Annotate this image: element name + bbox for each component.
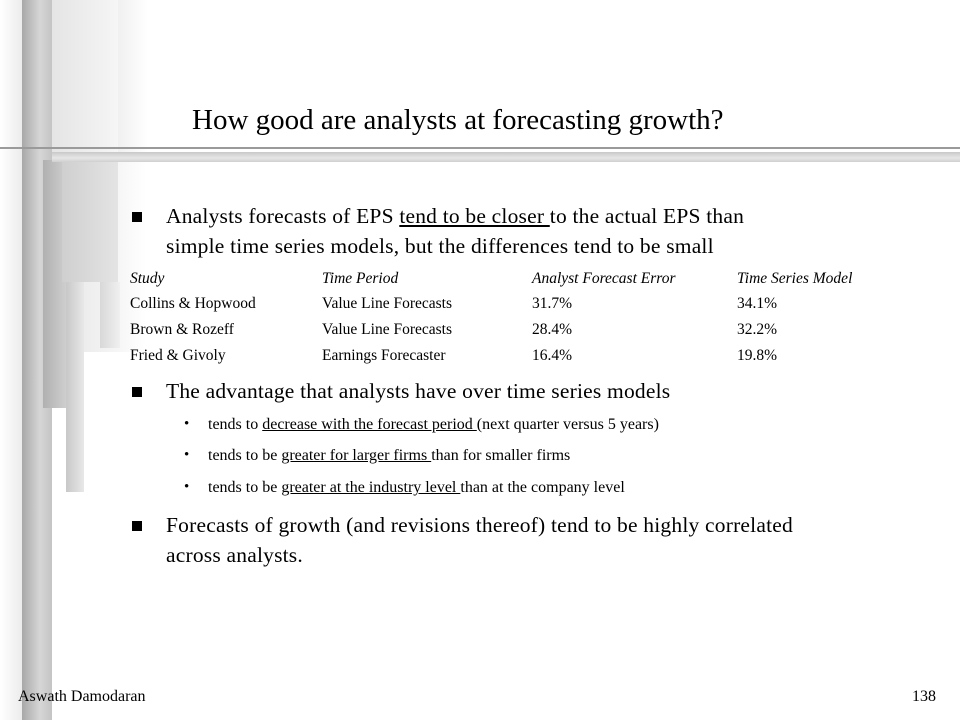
sub-bullet-2: tends to be greater for larger firms tha…	[208, 447, 570, 465]
bullet-square-icon	[132, 387, 142, 397]
text-segment: Analysts forecasts of EPS	[166, 204, 400, 228]
underlined-text: decrease with the forecast period	[262, 416, 477, 433]
table-cell: 31.7%	[532, 295, 573, 312]
table-cell: Value Line Forecasts	[322, 295, 452, 312]
table-cell: Value Line Forecasts	[322, 321, 452, 338]
bullet-square-icon	[132, 212, 142, 222]
title-divider-bar	[52, 152, 960, 162]
table-header-time-series: Time Series Model	[737, 270, 853, 287]
title-divider	[0, 147, 960, 149]
text-segment: than for smaller firms	[431, 447, 571, 464]
text-segment: (next quarter versus 5 years)	[476, 416, 659, 433]
text-segment: tends to be	[208, 479, 282, 496]
slide-title: How good are analysts at forecasting gro…	[192, 104, 724, 136]
underlined-text: tend to be closer	[399, 204, 550, 228]
decor-bar	[66, 282, 84, 492]
table-header-study: Study	[130, 270, 165, 287]
decor-bar	[0, 0, 22, 720]
sub-bullet-1: tends to decrease with the forecast peri…	[208, 416, 659, 434]
page-number: 138	[912, 688, 936, 705]
table-cell: 28.4%	[532, 321, 573, 338]
table-cell: Fried & Givoly	[130, 347, 226, 364]
sub-bullet-dot-icon: •	[184, 479, 190, 495]
bullet-3-line-2: across analysts.	[166, 543, 303, 567]
table-cell: 19.8%	[737, 347, 778, 364]
bullet-2-text: The advantage that analysts have over ti…	[166, 379, 671, 403]
bullet-1-line-2: simple time series models, but the diffe…	[166, 234, 714, 258]
text-segment: tends to	[208, 416, 263, 433]
table-header-analyst-error: Analyst Forecast Error	[532, 270, 676, 287]
decor-bar	[118, 0, 148, 160]
sub-bullet-dot-icon: •	[184, 447, 190, 463]
decor-bar	[100, 282, 120, 348]
table-cell: 16.4%	[532, 347, 573, 364]
underlined-text: greater for larger firms	[281, 447, 432, 464]
table-cell: 32.2%	[737, 321, 778, 338]
table-cell: Earnings Forecaster	[322, 347, 446, 364]
table-cell: Collins & Hopwood	[130, 295, 256, 312]
bullet-1-line-1: Analysts forecasts of EPS tend to be clo…	[166, 201, 744, 231]
table-cell: Brown & Rozeff	[130, 321, 234, 338]
decor-bar	[62, 160, 118, 282]
text-segment: to the actual EPS than	[549, 204, 745, 228]
text-segment: than at the company level	[460, 479, 625, 496]
sub-bullet-dot-icon: •	[184, 416, 190, 432]
text-segment: tends to be	[208, 447, 282, 464]
footer-author: Aswath Damodaran	[18, 688, 146, 705]
underlined-text: greater at the industry level	[281, 479, 461, 496]
table-header-time-period: Time Period	[322, 270, 399, 287]
table-cell: 34.1%	[737, 295, 778, 312]
bullet-square-icon	[132, 521, 142, 531]
sub-bullet-3: tends to be greater at the industry leve…	[208, 479, 625, 497]
bullet-3-line-1: Forecasts of growth (and revisions there…	[166, 513, 793, 537]
